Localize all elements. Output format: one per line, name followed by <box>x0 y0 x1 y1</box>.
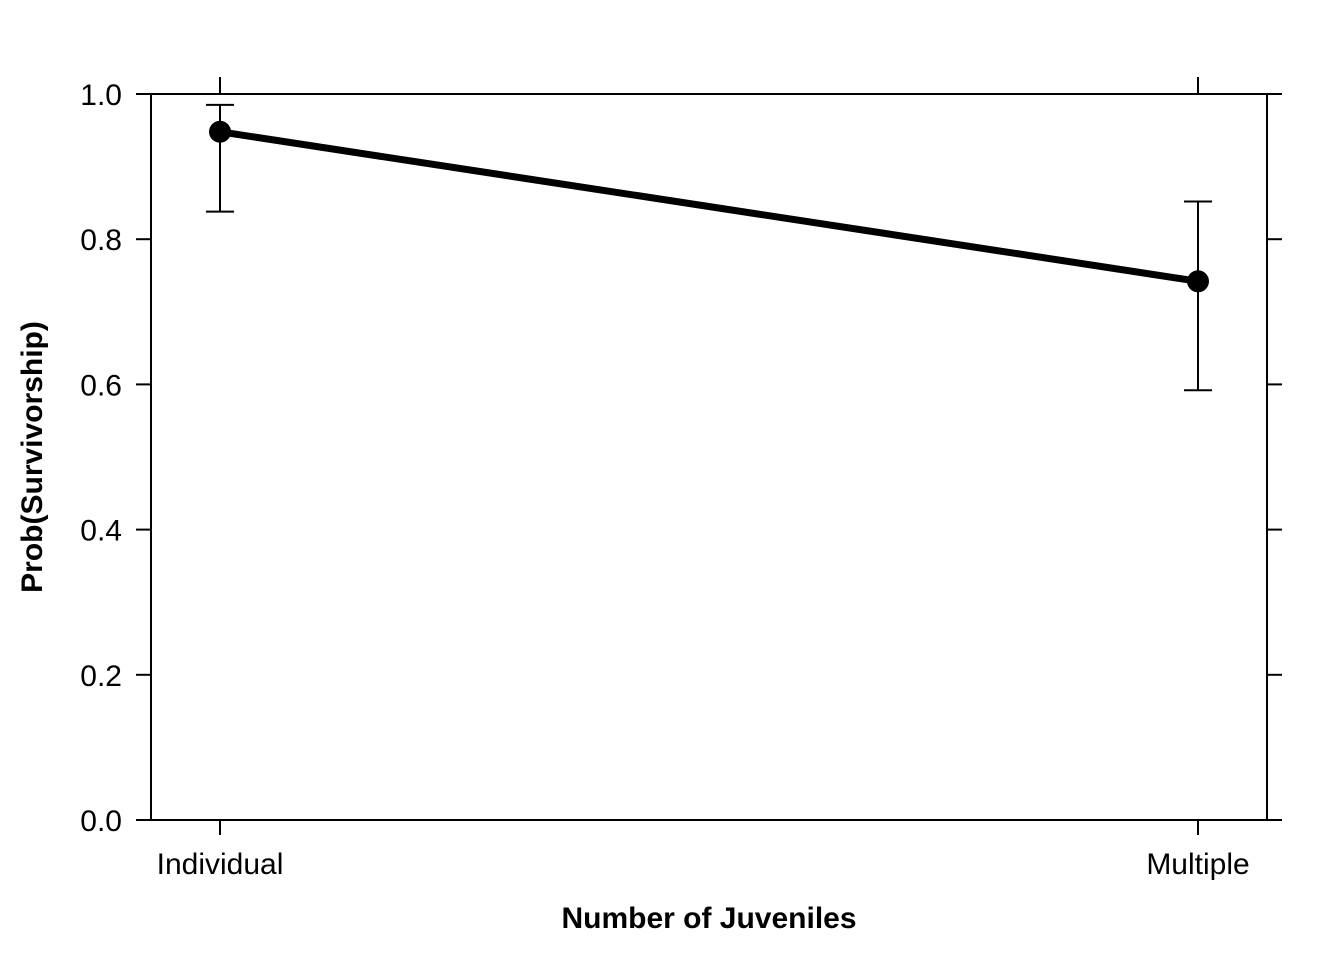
plot-frame <box>150 93 1268 821</box>
error-bars <box>206 103 1212 392</box>
y-tick-label: 1.0 <box>80 79 122 112</box>
data-point <box>1187 270 1209 293</box>
x-axis-tick-labels: Individual Multiple <box>157 848 1250 881</box>
x-tick-label: Individual <box>157 848 284 881</box>
x-axis-ticks <box>219 77 1199 835</box>
y-axis-tick-labels: 0.0 0.2 0.4 0.6 0.8 1.0 <box>80 79 122 838</box>
x-axis-title: Number of Juveniles <box>561 902 856 935</box>
y-tick-label: 0.6 <box>80 369 122 402</box>
y-tick-label: 0.0 <box>80 805 122 838</box>
y-axis-title: Prob(Survivorship) <box>16 321 49 593</box>
y-tick-label: 0.2 <box>80 660 122 693</box>
x-tick-label: Multiple <box>1146 848 1249 881</box>
y-tick-label: 0.4 <box>80 515 122 548</box>
y-axis-ticks <box>136 93 1282 821</box>
y-tick-label: 0.8 <box>80 224 122 257</box>
series-line <box>219 128 1199 285</box>
data-points <box>209 120 1209 293</box>
data-point <box>209 120 231 143</box>
